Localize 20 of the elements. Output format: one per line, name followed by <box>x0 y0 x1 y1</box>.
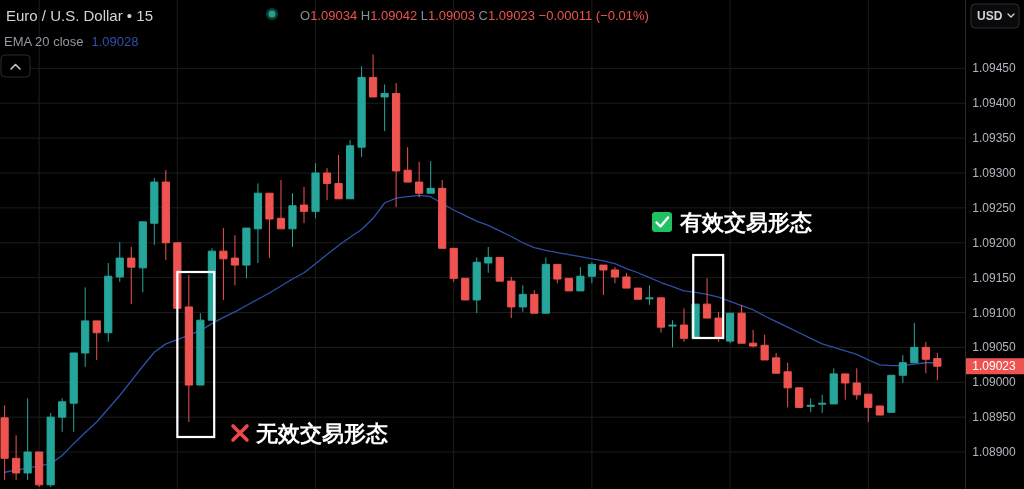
y-tick-label: 1.09250 <box>972 200 1017 215</box>
y-tick-label: 1.08900 <box>972 445 1017 460</box>
text: Euro / U.S. Dollar • 15 <box>6 6 153 24</box>
y-tick-label: 1.09300 <box>972 166 1017 180</box>
y-tick-label: 1.09000 <box>972 375 1017 390</box>
y-tick-label: 1.09050 <box>972 340 1017 355</box>
price-tag: 1.09023 <box>966 358 1024 375</box>
y-tick-label: 1.08950 <box>972 410 1017 425</box>
y-tick-label: 1.09200 <box>972 235 1017 250</box>
text: O1.09034 H1.09042 L1.09003 C1.09023 −0.00011 (−0.01%) <box>300 7 649 23</box>
y-tick-label: 1.09350 <box>972 131 1017 146</box>
annotation: 有效交易形态 <box>679 209 812 235</box>
y-tick-label: 1.09100 <box>972 305 1017 320</box>
y-tick-label: 1.09400 <box>972 96 1017 111</box>
text: EMA 20 close <box>4 33 84 49</box>
y-tick-label: 1.09150 <box>972 270 1017 285</box>
annotation: 1.09028 <box>91 33 139 49</box>
annotation: 无效交易形态 <box>255 420 388 446</box>
y-tick-label: 1.09450 <box>972 61 1017 76</box>
currency-button: USD <box>970 3 1020 29</box>
